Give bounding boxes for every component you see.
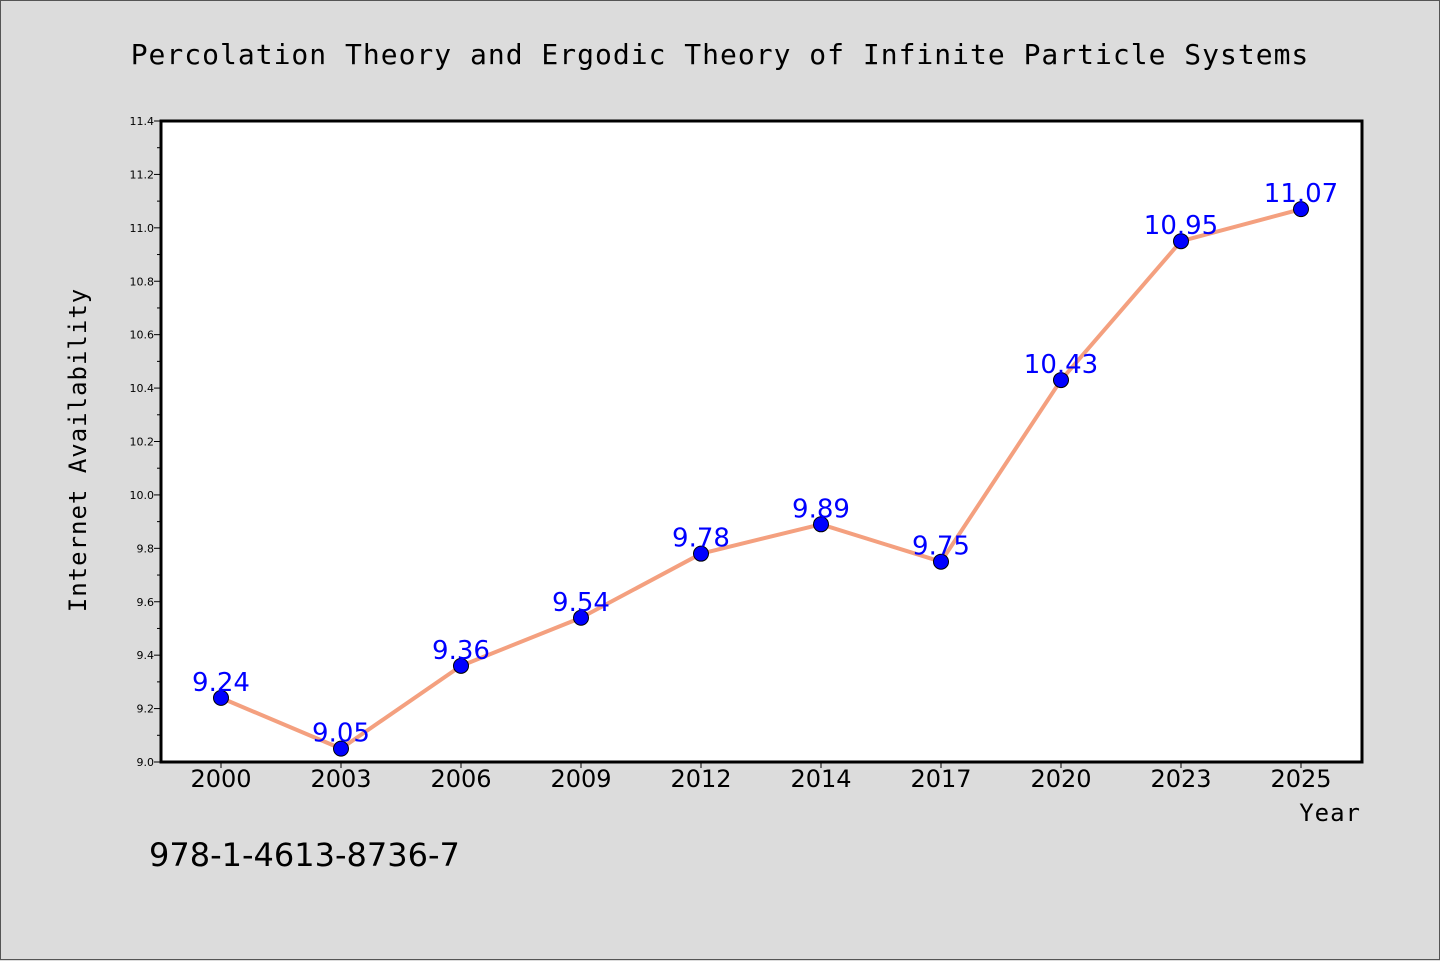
data-point — [453, 657, 469, 674]
y-tick-label: 11.4 — [130, 115, 155, 128]
x-tick-label: 2020 — [1030, 765, 1091, 793]
x-tick-label: 2014 — [790, 765, 851, 793]
y-tick-label: 10.2 — [130, 436, 155, 449]
x-tick-label: 2017 — [910, 765, 971, 793]
data-label: 9.78 — [672, 524, 730, 554]
y-axis: 9.0 9.2 9.4 9.6 9.8 10.0 10.2 10.4 10.6 10.8 11.0 1… — [130, 115, 161, 769]
data-point — [813, 516, 829, 533]
data-point — [573, 609, 589, 626]
series-line — [220, 207, 1302, 751]
data-label: 10.43 — [1024, 350, 1098, 380]
data-point — [333, 740, 349, 757]
isbn-text: 978-1-4613-8736-7 — [149, 836, 460, 874]
data-point — [1293, 201, 1309, 218]
data-label: 9.54 — [552, 588, 610, 618]
x-tick-label: 2009 — [550, 765, 611, 793]
y-tick-label: 9.8 — [137, 542, 155, 555]
chart-title: Percolation Theory and Ergodic Theory of… — [131, 38, 1310, 71]
plot-area — [159, 119, 1364, 764]
data-point — [1173, 233, 1189, 250]
data-point — [213, 689, 229, 706]
x-axis: 2000 2003 2006 2009 2012 2014 2017 2020 2023 2025 — [190, 762, 1332, 793]
y-tick-label: 11.2 — [130, 168, 155, 181]
data-labels: 9.24 9.05 9.36 9.54 9.78 9.89 9.75 10.43 10.95 11… — [192, 179, 1338, 749]
y-tick-label: 9.4 — [137, 649, 155, 662]
data-label: 9.75 — [912, 532, 970, 562]
y-tick-label: 10.8 — [130, 275, 155, 288]
y-tick-label: 10.4 — [130, 382, 155, 395]
data-point — [1053, 372, 1069, 389]
y-tick-label: 9.6 — [137, 596, 155, 609]
data-label: 9.05 — [312, 719, 370, 749]
data-markers — [213, 201, 1309, 757]
data-point — [933, 553, 949, 570]
y-tick-label: 11.0 — [130, 222, 155, 235]
y-tick-label: 9.2 — [137, 703, 155, 716]
x-tick-label: 2000 — [190, 765, 251, 793]
y-tick-label: 10.6 — [130, 329, 155, 342]
data-label: 9.24 — [192, 668, 250, 698]
data-label: 11.07 — [1264, 179, 1338, 209]
y-axis-label: Internet Availability — [64, 288, 92, 612]
data-label: 9.36 — [432, 636, 490, 666]
x-tick-label: 2025 — [1270, 765, 1331, 793]
x-tick-label: 2023 — [1150, 765, 1211, 793]
data-label: 9.89 — [792, 494, 850, 524]
x-axis-label: Year — [1299, 799, 1361, 827]
data-point — [693, 545, 709, 562]
x-tick-label: 2003 — [310, 765, 371, 793]
y-tick-label: 10.0 — [130, 489, 155, 502]
x-tick-label: 2006 — [430, 765, 491, 793]
data-label: 10.95 — [1144, 211, 1218, 241]
x-tick-label: 2012 — [670, 765, 731, 793]
y-tick-label: 9.0 — [137, 756, 155, 769]
